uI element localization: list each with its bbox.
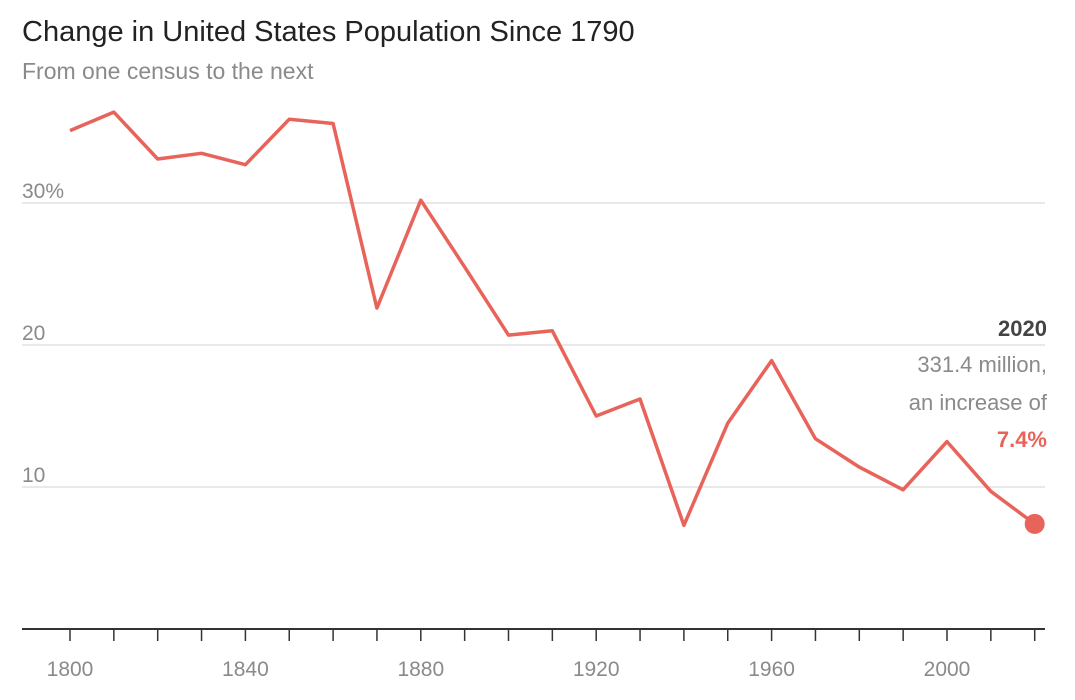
chart-subtitle: From one census to the next bbox=[22, 58, 314, 84]
annotation-population: 331.4 million, bbox=[917, 352, 1047, 377]
y-tick-label: 20 bbox=[22, 322, 45, 345]
x-tick-label: 1800 bbox=[47, 658, 94, 681]
y-tick-label: 10 bbox=[22, 464, 45, 487]
annotation-increase-text: an increase of bbox=[909, 390, 1048, 415]
x-tick-label: 2000 bbox=[924, 658, 971, 681]
x-tick-label: 1920 bbox=[573, 658, 620, 681]
population-change-line bbox=[69, 110, 1036, 528]
x-tick-label: 1880 bbox=[397, 658, 444, 681]
endpoint-marker bbox=[1024, 513, 1045, 534]
annotation-year: 2020 bbox=[998, 316, 1047, 341]
chart-title: Change in United States Population Since… bbox=[22, 16, 635, 48]
x-tick-label: 1840 bbox=[222, 658, 269, 681]
x-tick-label: 1960 bbox=[748, 658, 795, 681]
y-tick-label: 30% bbox=[22, 180, 64, 203]
annotation-value: 7.4% bbox=[997, 427, 1047, 452]
